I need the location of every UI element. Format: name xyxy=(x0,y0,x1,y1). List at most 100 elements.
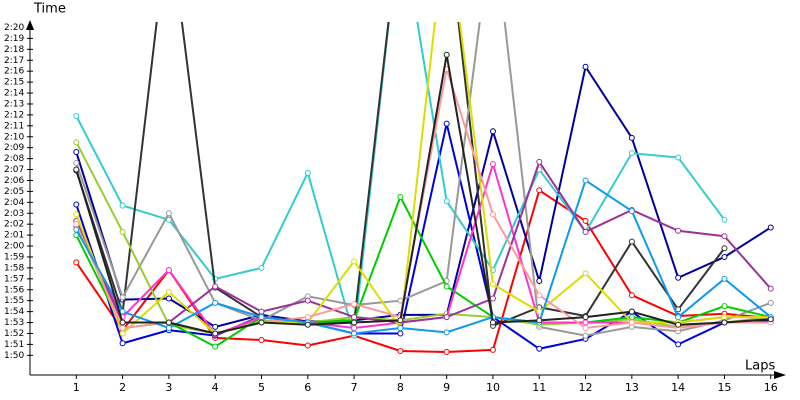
point xyxy=(73,201,80,208)
point xyxy=(489,346,496,353)
point xyxy=(165,319,172,326)
point xyxy=(165,325,172,332)
y-tick-label: 2:20 xyxy=(4,23,24,33)
point xyxy=(536,158,543,165)
point xyxy=(721,319,728,326)
point xyxy=(397,325,404,332)
point xyxy=(73,226,80,233)
y-tick-label: 1:57 xyxy=(4,274,24,284)
point xyxy=(165,295,172,302)
point xyxy=(258,337,265,344)
point xyxy=(767,299,774,306)
y-tick-label: 1:55 xyxy=(4,296,24,306)
point xyxy=(582,314,589,321)
point xyxy=(582,177,589,184)
point xyxy=(721,314,728,321)
point xyxy=(73,166,80,173)
y-tick-label: 2:19 xyxy=(4,34,24,44)
x-tick-label: 12 xyxy=(579,381,593,394)
y-tick-label: 2:06 xyxy=(4,176,24,186)
point xyxy=(351,319,358,326)
point xyxy=(582,325,589,332)
point xyxy=(628,308,635,315)
y-tick-label: 1:58 xyxy=(4,263,24,273)
point xyxy=(675,314,682,321)
y-tick-label: 2:01 xyxy=(4,231,24,241)
point xyxy=(536,345,543,352)
series-line xyxy=(75,22,771,336)
point xyxy=(212,330,219,337)
y-tick-label: 2:07 xyxy=(4,165,24,175)
y-tick-label: 1:52 xyxy=(4,329,24,339)
plot-area xyxy=(73,22,774,356)
point xyxy=(73,149,80,156)
point xyxy=(258,314,265,321)
point xyxy=(767,285,774,292)
series-line xyxy=(75,194,771,348)
y-arrow xyxy=(26,20,34,30)
x-tick-label: 2 xyxy=(119,381,126,394)
point xyxy=(119,294,126,301)
y-tick-label: 1:53 xyxy=(4,318,24,328)
series-line xyxy=(75,159,772,324)
point xyxy=(489,128,496,135)
x-arrow xyxy=(774,371,786,379)
point xyxy=(721,245,728,252)
y-tick-label: 2:15 xyxy=(4,78,24,88)
point xyxy=(628,134,635,141)
y-tick-label: 2:00 xyxy=(4,242,24,252)
point xyxy=(721,216,728,223)
point xyxy=(536,187,543,194)
point xyxy=(628,238,635,245)
y-tick-label: 1:51 xyxy=(4,340,24,350)
point xyxy=(212,323,219,330)
point xyxy=(443,120,450,127)
x-tick-label: 5 xyxy=(258,381,265,394)
point xyxy=(582,332,589,339)
point xyxy=(675,321,682,328)
point xyxy=(721,303,728,310)
point xyxy=(73,211,80,218)
x-tick-label: 16 xyxy=(764,381,778,394)
series-line xyxy=(75,22,772,337)
series-line xyxy=(75,22,726,336)
point xyxy=(212,283,219,290)
point xyxy=(489,211,496,218)
x-tick-label: 11 xyxy=(532,381,546,394)
point xyxy=(628,319,635,326)
x-tick-label: 13 xyxy=(625,381,639,394)
x-tick-label: 14 xyxy=(671,381,685,394)
point xyxy=(304,321,311,328)
x-tick-label: 3 xyxy=(165,381,172,394)
point xyxy=(397,330,404,337)
point xyxy=(628,292,635,299)
y-axis-label: Time xyxy=(33,2,66,17)
point xyxy=(489,281,496,288)
point xyxy=(721,253,728,260)
y-tick-label: 2:12 xyxy=(4,110,24,120)
point xyxy=(582,63,589,70)
point xyxy=(397,347,404,354)
point xyxy=(582,270,589,277)
point xyxy=(351,330,358,337)
y-tick-label: 1:59 xyxy=(4,252,24,262)
series-line xyxy=(75,123,771,350)
point xyxy=(443,314,450,321)
point xyxy=(675,227,682,234)
point xyxy=(119,340,126,347)
x-tick-label: 9 xyxy=(443,381,450,394)
point xyxy=(628,208,635,215)
y-tick-label: 1:50 xyxy=(4,351,24,361)
point xyxy=(628,150,635,157)
point xyxy=(119,202,126,209)
series-line xyxy=(75,22,726,328)
point xyxy=(767,224,774,231)
point xyxy=(304,314,311,321)
y-tick-label: 2:18 xyxy=(4,45,24,55)
point xyxy=(536,308,543,315)
y-tick-label: 2:09 xyxy=(4,143,24,153)
x-tick-label: 4 xyxy=(212,381,219,394)
point xyxy=(351,300,358,307)
x-tick-label: 8 xyxy=(397,381,404,394)
point xyxy=(582,319,589,326)
